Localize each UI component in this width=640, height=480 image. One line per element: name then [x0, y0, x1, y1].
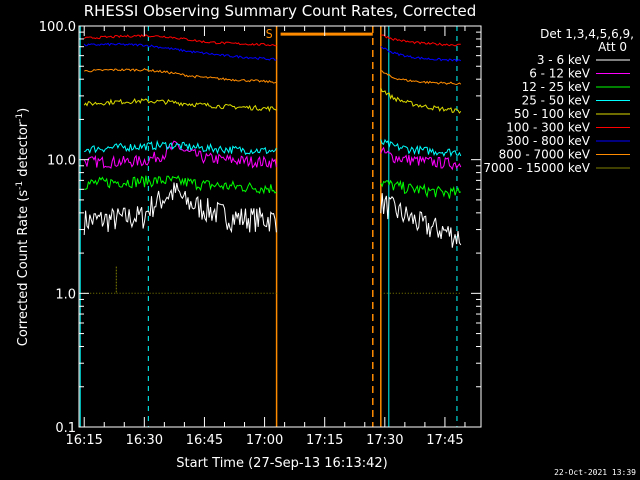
series-layer — [83, 34, 462, 294]
series-line — [84, 266, 277, 294]
y-label-sup1: -1 — [15, 181, 25, 190]
x-tick-label: 17:45 — [426, 433, 463, 448]
series-line — [84, 175, 277, 195]
legend-label: 6 - 12 keV — [529, 67, 591, 81]
series-line — [380, 46, 462, 63]
y-label-mid: detector — [16, 121, 31, 181]
y-tick-label: 100.0 — [39, 20, 76, 35]
x-tick-label: 16:45 — [186, 433, 223, 448]
legend-label: 3 - 6 keV — [537, 53, 591, 67]
series-line — [84, 139, 277, 155]
x-tick-label: 17:30 — [366, 433, 403, 448]
series-line — [380, 138, 462, 158]
y-label-sup2: -1 — [15, 113, 25, 122]
x-axis: 16:15 16:30 16:45 17:00 17:15 17:30 17:45 — [65, 26, 466, 448]
footer-date: 22-Oct-2021 13:39 — [554, 468, 636, 477]
series-line — [83, 68, 277, 84]
legend-label: 50 - 100 keV — [514, 107, 591, 121]
y-label-main: Corrected Count Rate (s — [16, 190, 31, 347]
y-label-end: ) — [16, 108, 31, 113]
series-line — [380, 70, 462, 86]
legend-header-attenuator: Att 0 — [598, 40, 627, 54]
legend-header-detectors: Det 1,3,4,5,6,9, — [540, 27, 634, 41]
y-tick-label: 0.1 — [55, 421, 76, 436]
series-line — [380, 179, 461, 199]
chart-title: RHESSI Observing Summary Count Rates, Co… — [84, 2, 477, 20]
y-axis: 0.1 1.0 10.0 100.0 — [39, 20, 481, 436]
y-tick-label: 1.0 — [55, 287, 76, 302]
x-tick-label: 16:15 — [65, 433, 102, 448]
legend-label: 100 - 300 keV — [506, 121, 590, 135]
gap-label: S — [266, 27, 273, 41]
x-axis-label: Start Time (27-Sep-13 16:13:42) — [176, 456, 387, 471]
x-tick-label: 16:30 — [126, 433, 163, 448]
series-line — [380, 146, 462, 171]
series-line — [83, 42, 277, 61]
series-line — [83, 140, 277, 169]
x-tick-label: 17:15 — [306, 433, 343, 448]
legend-label: 12 - 25 keV — [522, 80, 591, 94]
y-tick-label: 10.0 — [47, 154, 76, 169]
legend-label: 300 - 800 keV — [506, 134, 590, 148]
legend-label: 25 - 50 keV — [522, 94, 591, 108]
series-line — [83, 34, 277, 47]
x-tick-label: 17:00 — [246, 433, 283, 448]
series-line — [380, 87, 462, 114]
series-line — [83, 182, 277, 236]
plot-frame — [78, 25, 482, 428]
y-axis-label: Corrected Count Rate (s-1 detector-1) — [15, 108, 31, 346]
legend-label: 800 - 7000 keV — [499, 148, 591, 162]
series-line — [380, 34, 461, 47]
series-line — [83, 97, 277, 113]
series-line — [380, 193, 462, 248]
legend-label: 7000 - 15000 keV — [483, 161, 590, 175]
